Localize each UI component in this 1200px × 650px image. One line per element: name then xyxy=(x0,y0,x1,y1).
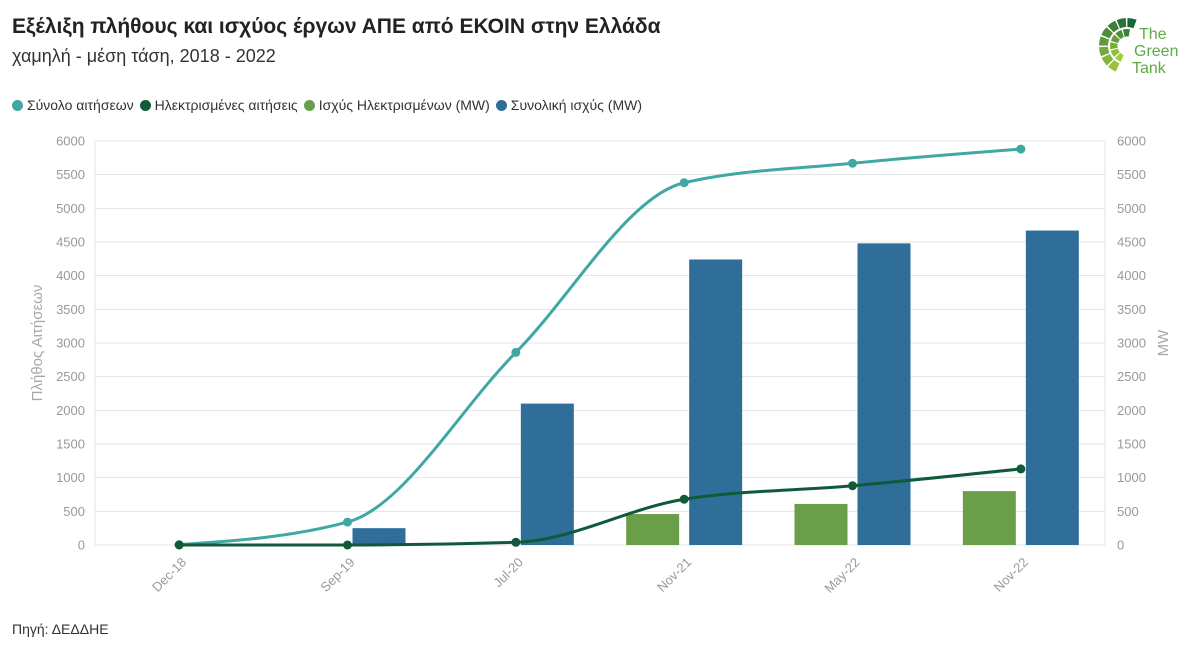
y-tick-label: 0 xyxy=(78,538,85,553)
logo-text-line: Tank xyxy=(1132,60,1167,77)
y2-tick-label: 0 xyxy=(1117,538,1124,553)
bars xyxy=(352,230,1079,545)
logo-tile xyxy=(1110,34,1120,44)
logo-tile xyxy=(1107,20,1119,33)
logo-tile xyxy=(1101,54,1114,66)
logo-tile xyxy=(1115,29,1124,40)
y-tick-label: 500 xyxy=(63,504,85,519)
x-tick-label: May-22 xyxy=(821,555,862,596)
logo-tile xyxy=(1108,60,1120,72)
logo-text-line: The xyxy=(1139,26,1167,43)
y2-tick-label: 2000 xyxy=(1117,403,1146,418)
logo-tile xyxy=(1110,48,1120,57)
y-axis-title: Πλήθος Αιτήσεων xyxy=(29,285,46,402)
y2-tick-label: 6000 xyxy=(1117,134,1146,149)
bar-total-capacity xyxy=(520,403,574,545)
y2-tick-label: 1000 xyxy=(1117,470,1146,485)
chart-subtitle: χαμηλή - μέση τάση, 2018 - 2022 xyxy=(12,46,276,66)
y-tick-label: 1000 xyxy=(56,470,85,485)
gridlines xyxy=(94,140,1106,546)
point-electrified-applications xyxy=(1016,464,1026,474)
point-total-applications xyxy=(679,178,689,188)
y-tick-label: 4500 xyxy=(56,235,85,250)
legend-item-electrified-capacity[interactable]: Ισχύς Ηλεκτρισμένων (MW) xyxy=(303,96,490,114)
logo-tile xyxy=(1127,18,1137,29)
chart-title: Εξέλιξη πλήθους και ισχύος έργων ΑΠΕ από… xyxy=(12,15,661,38)
y-tick-label: 5000 xyxy=(56,201,85,216)
y2-tick-label: 4500 xyxy=(1117,235,1146,250)
y2-tick-label: 4000 xyxy=(1117,268,1146,283)
logo-emblem-icon xyxy=(1099,18,1137,72)
point-total-applications xyxy=(511,347,521,357)
y2-tick-label: 500 xyxy=(1117,504,1139,519)
y-tick-label: 5500 xyxy=(56,167,85,182)
legend-marker-circle-icon xyxy=(303,99,315,111)
logo-tile xyxy=(1116,18,1127,29)
legend-label: Σύνολο αιτήσεων xyxy=(27,97,134,113)
legend-marker-circle-icon xyxy=(495,99,507,111)
legend-item-electrified-applications[interactable]: Ηλεκτρισμένες αιτήσεις xyxy=(139,96,298,114)
legend-item-total-applications[interactable]: Σύνολο αιτήσεων xyxy=(12,96,134,114)
y-tick-label: 3500 xyxy=(56,302,85,317)
bar-electrified-capacity xyxy=(794,503,848,545)
legend-marker-circle-icon xyxy=(12,99,23,111)
logo-text-line: Green xyxy=(1134,43,1178,60)
y2-axis-title: MW xyxy=(1155,329,1172,356)
point-total-applications xyxy=(848,158,857,168)
y2-tick-label: 3000 xyxy=(1117,336,1146,351)
bar-electrified-capacity xyxy=(962,491,1016,545)
point-electrified-applications xyxy=(511,537,521,547)
bar-total-capacity xyxy=(1025,230,1079,545)
y-tick-label: 1500 xyxy=(56,437,85,452)
y2-tick-label: 5000 xyxy=(1117,201,1146,216)
x-tick-label: Dec-18 xyxy=(149,555,189,595)
x-tick-label: Nov-22 xyxy=(991,555,1031,595)
logo-tile xyxy=(1099,46,1110,57)
legend-label: Ηλεκτρισμένες αιτήσεις xyxy=(154,97,298,113)
bar-total-capacity xyxy=(352,528,406,545)
logo-tile xyxy=(1122,29,1130,37)
y-tick-label: 3000 xyxy=(56,336,85,351)
point-total-applications xyxy=(343,517,352,527)
line-electrified-applications xyxy=(177,467,1023,547)
points xyxy=(174,144,1026,550)
y-tick-label: 2500 xyxy=(56,369,85,384)
bar-total-capacity xyxy=(857,243,911,545)
logo-tile xyxy=(1101,27,1113,39)
legend-label: Ισχύς Ηλεκτρισμένων (MW) xyxy=(318,97,490,113)
y-tick-label: 4000 xyxy=(56,268,85,283)
legend-label: Συνολική ισχύς (MW) xyxy=(510,97,643,113)
point-electrified-applications xyxy=(343,540,352,550)
logo-tile xyxy=(1099,36,1110,46)
y2-tick-label: 3500 xyxy=(1117,302,1146,317)
y2-tick-label: 1500 xyxy=(1117,437,1146,452)
logo-tile xyxy=(1110,42,1118,50)
y2-tick-label: 5500 xyxy=(1117,167,1146,182)
logo-tile xyxy=(1114,52,1124,62)
bar-electrified-capacity xyxy=(626,514,680,545)
bar-total-capacity xyxy=(689,259,743,545)
y-tick-label: 6000 xyxy=(56,134,85,149)
x-tick-label: Sep-19 xyxy=(317,555,357,595)
y-tick-label: 2000 xyxy=(56,403,85,418)
legend-item-total-capacity[interactable]: Συνολική ισχύς (MW) xyxy=(495,96,643,114)
legend-marker-circle-icon xyxy=(139,99,151,111)
point-electrified-applications xyxy=(679,494,689,504)
source-note: Πηγή: ΔΕΔΔΗΕ xyxy=(12,621,109,637)
the-green-tank-logo: The Green Tank xyxy=(1099,18,1178,77)
y2-tick-label: 2500 xyxy=(1117,369,1146,384)
point-electrified-applications xyxy=(174,540,184,550)
point-total-applications xyxy=(1016,144,1026,154)
legend: Σύνολο αιτήσεων Ηλεκτρισμένες αιτήσεις Ι… xyxy=(12,96,642,114)
x-tick-label: Jul-20 xyxy=(490,555,526,591)
point-electrified-applications xyxy=(848,481,857,491)
x-tick-label: Nov-21 xyxy=(654,555,694,595)
